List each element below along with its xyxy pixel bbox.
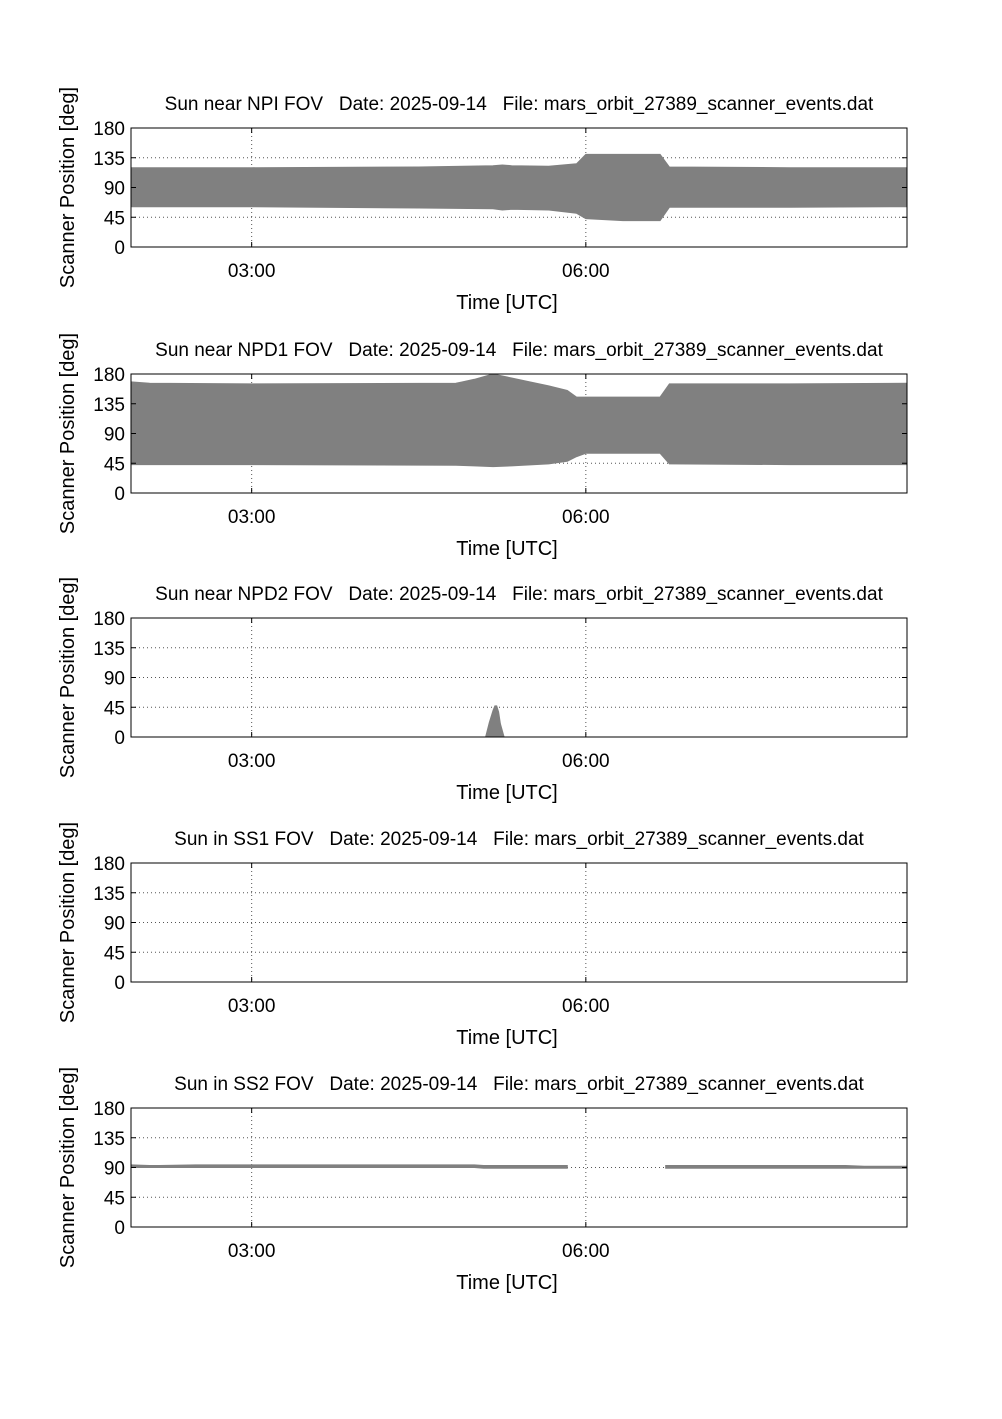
chart-title: Sun in SS1 FOV Date: 2025-09-14 File: ma…: [174, 829, 864, 850]
x-tick-label: 06:00: [562, 751, 610, 772]
y-tick-label: 180: [93, 1099, 125, 1120]
chart-panel-4: 0 45 90 135 180 03:00 06:00 Sun in SS1 FOV Date…: [57, 822, 908, 1049]
chart-panel-2: 0 45 90 135 180 03:00 06:00 Sun near NPD1 FOV D…: [57, 333, 908, 560]
chart-panel-5: 0 45 90 135 180 03:00 06:00 Sun in SS2 FOV Date…: [57, 1067, 908, 1294]
y-axis-label: Scanner Position [deg]: [57, 87, 79, 288]
x-tick-label: 03:00: [228, 996, 276, 1017]
y-tick-label: 135: [93, 1129, 125, 1150]
x-tick-label: 03:00: [228, 1241, 276, 1262]
series-band-1: [484, 705, 505, 738]
y-tick-label: 135: [93, 149, 125, 170]
y-tick-label: 90: [104, 669, 125, 690]
x-axis-label: Time [UTC]: [456, 1027, 557, 1049]
y-tick-label: 135: [93, 395, 125, 416]
x-tick-label: 03:00: [228, 507, 276, 528]
y-tick-label: 90: [104, 425, 125, 446]
x-tick-label: 03:00: [228, 751, 276, 772]
y-tick-label: 90: [104, 914, 125, 935]
y-tick-label: 0: [114, 1218, 125, 1239]
series-band-2: [665, 1165, 908, 1169]
x-tick-label: 06:00: [562, 996, 610, 1017]
chart-title: Sun in SS2 FOV Date: 2025-09-14 File: ma…: [174, 1074, 864, 1095]
y-tick-label: 45: [104, 454, 125, 475]
y-tick-label: 180: [93, 365, 125, 386]
chart-title: Sun near NPI FOV Date: 2025-09-14 File: …: [165, 94, 874, 115]
series-band-1: [130, 373, 908, 468]
x-tick-label: 06:00: [562, 507, 610, 528]
chart-panel-3: 0 45 90 135 180 03:00 06:00 Sun near NPD2 FOV D…: [57, 577, 908, 804]
y-axis-label: Scanner Position [deg]: [57, 1067, 79, 1268]
y-tick-label: 135: [93, 639, 125, 660]
y-axis-label: Scanner Position [deg]: [57, 577, 79, 778]
x-tick-label: 06:00: [562, 1241, 610, 1262]
chart-panel-1: 0 45 90 135 180 03:00 06:00 Sun near NPI FOV Da…: [57, 87, 908, 314]
x-axis-label: Time [UTC]: [456, 538, 557, 560]
y-tick-label: 90: [104, 1159, 125, 1180]
chart-title: Sun near NPD1 FOV Date: 2025-09-14 File:…: [155, 340, 883, 361]
x-axis-label: Time [UTC]: [456, 292, 557, 314]
y-tick-label: 45: [104, 1188, 125, 1209]
y-tick-label: 45: [104, 208, 125, 229]
y-tick-label: 0: [114, 973, 125, 994]
y-tick-label: 45: [104, 698, 125, 719]
y-tick-label: 180: [93, 119, 125, 140]
y-tick-label: 45: [104, 943, 125, 964]
series-band-1: [130, 153, 908, 222]
y-axis-label: Scanner Position [deg]: [57, 333, 79, 534]
y-tick-label: 0: [114, 484, 125, 505]
y-tick-label: 180: [93, 854, 125, 875]
y-tick-label: 90: [104, 179, 125, 200]
x-tick-label: 06:00: [562, 261, 610, 282]
series-band-1: [130, 1164, 568, 1169]
x-tick-label: 03:00: [228, 261, 276, 282]
y-axis-label: Scanner Position [deg]: [57, 822, 79, 1023]
y-tick-label: 0: [114, 238, 125, 259]
x-axis-label: Time [UTC]: [456, 782, 557, 804]
y-tick-label: 135: [93, 884, 125, 905]
y-tick-label: 0: [114, 728, 125, 749]
x-axis-label: Time [UTC]: [456, 1272, 557, 1294]
chart-title: Sun near NPD2 FOV Date: 2025-09-14 File:…: [155, 584, 883, 605]
y-tick-label: 180: [93, 609, 125, 630]
